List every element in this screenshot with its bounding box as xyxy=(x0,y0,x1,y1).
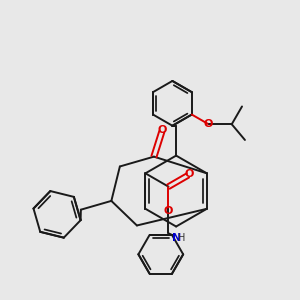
Text: O: O xyxy=(185,169,194,179)
Text: H: H xyxy=(178,233,186,244)
Text: O: O xyxy=(204,119,213,129)
Text: O: O xyxy=(158,125,167,135)
Text: N: N xyxy=(172,233,181,244)
Text: O: O xyxy=(164,206,173,215)
